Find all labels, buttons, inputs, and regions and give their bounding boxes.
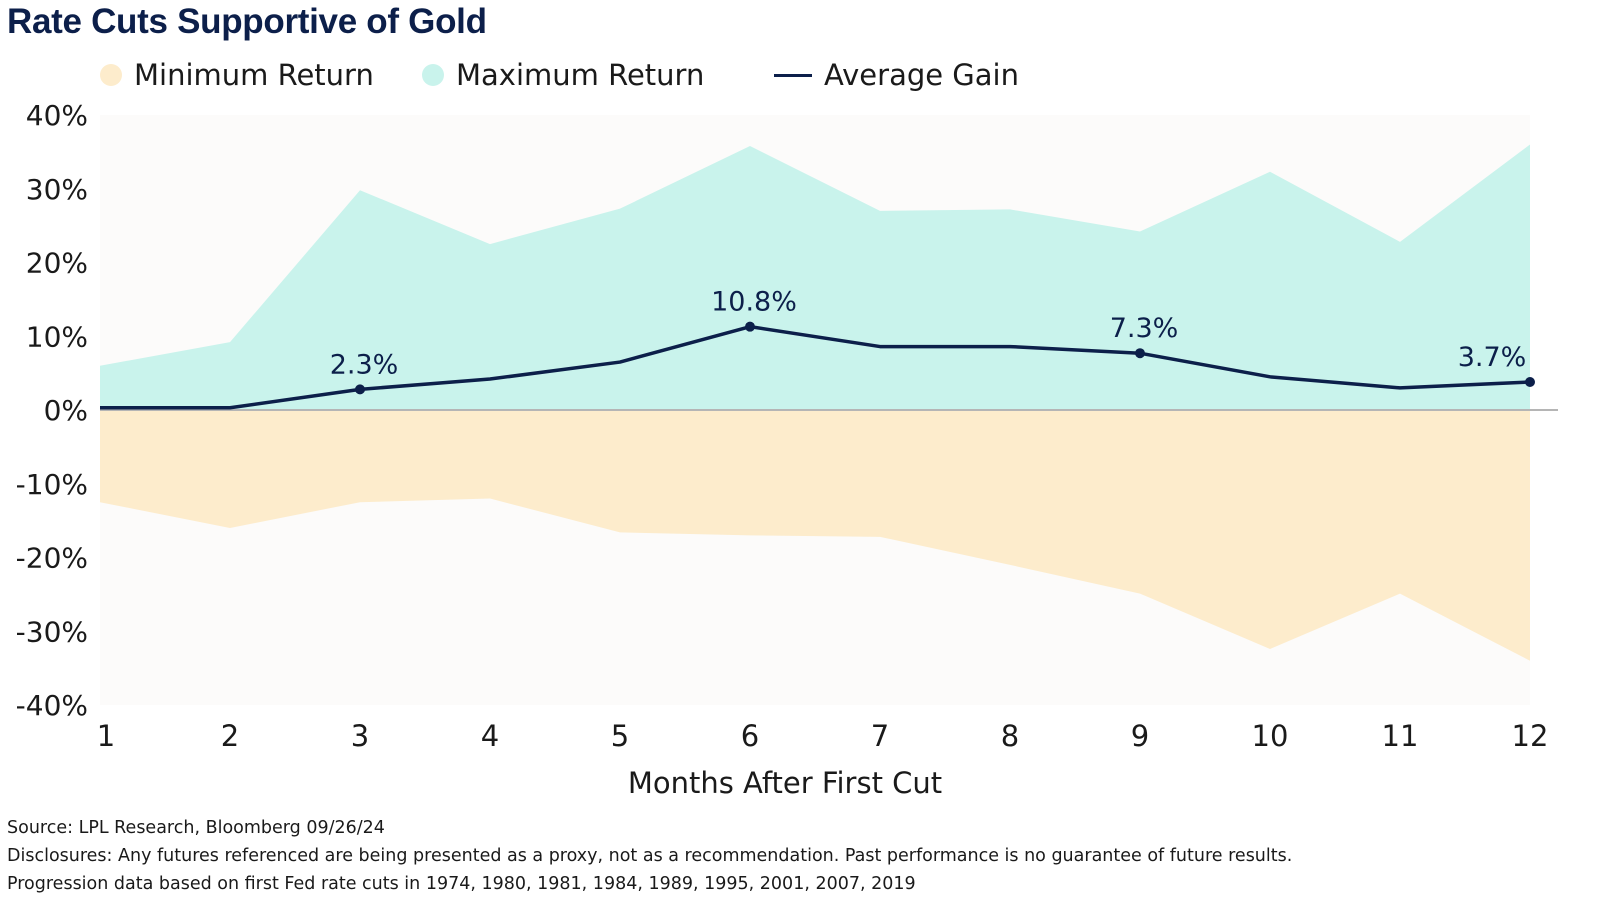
data-label: 10.8% — [711, 287, 797, 318]
series-area-maximum-return — [100, 144, 1530, 410]
data-label: 7.3% — [1110, 313, 1179, 344]
footer-source: Source: LPL Research, Bloomberg 09/26/24 — [7, 818, 385, 838]
y-tick-label: 10% — [26, 320, 88, 353]
average-gain-marker — [745, 321, 755, 332]
legend-label-minimum-return: Minimum Return — [134, 58, 374, 92]
data-label: 3.7% — [1458, 342, 1527, 373]
x-tick-label: 4 — [481, 719, 499, 753]
footer-progression: Progression data based on first Fed rate… — [7, 874, 916, 894]
chart-title: Rate Cuts Supportive of Gold — [7, 2, 487, 41]
x-tick-label: 11 — [1382, 719, 1419, 753]
x-axis-title: Months After First Cut — [628, 766, 942, 800]
x-tick-label: 10 — [1252, 719, 1289, 753]
y-tick-label: -20% — [16, 542, 88, 575]
y-tick-label: 0% — [44, 394, 88, 427]
y-tick-label: 30% — [26, 173, 88, 206]
y-tick-label: -40% — [16, 689, 88, 722]
legend-item-maximum-return: Maximum Return — [422, 58, 704, 92]
series-area-minimum-return — [100, 410, 1530, 661]
x-tick-label: 12 — [1512, 719, 1549, 753]
legend-swatch-maximum-return — [422, 64, 444, 86]
x-tick-label: 1 — [97, 719, 115, 753]
average-gain-marker — [1135, 348, 1145, 359]
legend-item-minimum-return: Minimum Return — [100, 58, 374, 92]
footer-disclosures: Disclosures: Any futures referenced are … — [7, 846, 1293, 866]
y-tick-label: 20% — [26, 247, 88, 280]
average-gain-marker — [1525, 376, 1535, 387]
x-tick-label: 7 — [871, 719, 889, 753]
x-tick-label: 2 — [221, 719, 239, 753]
x-tick-label: 8 — [1001, 719, 1019, 753]
x-tick-label: 5 — [611, 719, 629, 753]
y-tick-label: 40% — [26, 99, 88, 132]
legend-line-average-gain — [774, 73, 812, 77]
data-label: 2.3% — [330, 349, 399, 380]
average-gain-marker — [355, 384, 365, 395]
x-tick-label: 3 — [351, 719, 369, 753]
y-tick-label: -30% — [16, 615, 88, 648]
legend-item-average-gain: Average Gain — [774, 58, 1019, 92]
legend-swatch-minimum-return — [100, 64, 122, 86]
x-tick-label: 6 — [741, 719, 759, 753]
y-tick-label: -10% — [16, 468, 88, 501]
legend-label-maximum-return: Maximum Return — [456, 58, 705, 92]
x-tick-label: 9 — [1131, 719, 1149, 753]
legend-label-average-gain: Average Gain — [824, 58, 1019, 92]
series-line-average-gain — [100, 324, 1531, 410]
